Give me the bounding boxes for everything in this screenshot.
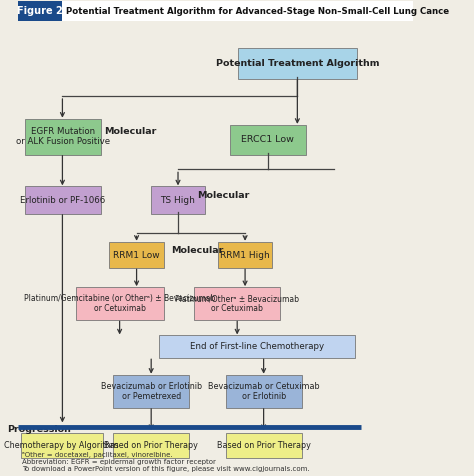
Text: End of First-line Chemotherapy: End of First-line Chemotherapy: [190, 342, 324, 351]
FancyBboxPatch shape: [159, 336, 355, 358]
FancyBboxPatch shape: [230, 125, 306, 155]
Text: Bevacizumab or Cetuximab
or Erlotinib: Bevacizumab or Cetuximab or Erlotinib: [208, 382, 319, 401]
FancyBboxPatch shape: [194, 287, 280, 320]
Text: Platinum/Otherᵃ ± Bevacizumab
or Cetuximab: Platinum/Otherᵃ ± Bevacizumab or Cetuxim…: [175, 294, 299, 314]
Text: Potential Treatment Algorithm for Advanced-Stage Non–Small-Cell Lung Cance: Potential Treatment Algorithm for Advanc…: [65, 7, 449, 16]
Text: Based on Prior Therapy: Based on Prior Therapy: [104, 441, 198, 450]
Text: Platinum/Gemcitabine (or Otherᵃ) ± Bevacizumab
or Cetuximab: Platinum/Gemcitabine (or Otherᵃ) ± Bevac…: [24, 294, 216, 314]
Text: Molecular: Molecular: [172, 246, 224, 255]
Text: Molecular: Molecular: [197, 191, 250, 200]
Text: ERCC1 Low: ERCC1 Low: [241, 135, 294, 144]
Text: RRM1 Low: RRM1 Low: [113, 250, 160, 259]
FancyBboxPatch shape: [226, 433, 302, 457]
FancyBboxPatch shape: [237, 48, 357, 79]
Text: Bevacizumab or Erlotinib
or Pemetrexed: Bevacizumab or Erlotinib or Pemetrexed: [101, 382, 202, 401]
FancyBboxPatch shape: [18, 1, 63, 21]
Text: Progression: Progression: [7, 425, 71, 434]
FancyBboxPatch shape: [113, 433, 190, 457]
Text: RRM1 High: RRM1 High: [220, 250, 270, 259]
Text: Chemotherapy by Algorithm: Chemotherapy by Algorithm: [4, 441, 119, 450]
FancyBboxPatch shape: [218, 242, 272, 268]
FancyBboxPatch shape: [25, 119, 100, 155]
Text: Potential Treatment Algorithm: Potential Treatment Algorithm: [216, 59, 379, 68]
Text: EGFR Mutation
or ALK Fusion Positive: EGFR Mutation or ALK Fusion Positive: [16, 127, 109, 147]
FancyBboxPatch shape: [226, 375, 302, 408]
FancyBboxPatch shape: [113, 375, 190, 408]
Text: Molecular: Molecular: [104, 127, 157, 136]
FancyBboxPatch shape: [109, 242, 164, 268]
FancyBboxPatch shape: [20, 433, 103, 457]
Text: ᵃOther = docetaxel, paclitaxel, vinorelbine.
Abbreviation: EGFR = epidermal grow: ᵃOther = docetaxel, paclitaxel, vinorelb…: [22, 452, 310, 472]
Text: Figure 2: Figure 2: [18, 6, 63, 16]
FancyBboxPatch shape: [76, 287, 164, 320]
FancyBboxPatch shape: [151, 187, 205, 214]
Text: Based on Prior Therapy: Based on Prior Therapy: [217, 441, 311, 450]
FancyBboxPatch shape: [18, 1, 413, 21]
FancyBboxPatch shape: [25, 187, 100, 214]
Text: TS High: TS High: [161, 196, 195, 205]
Text: Erlotinib or PF-1066: Erlotinib or PF-1066: [20, 196, 105, 205]
